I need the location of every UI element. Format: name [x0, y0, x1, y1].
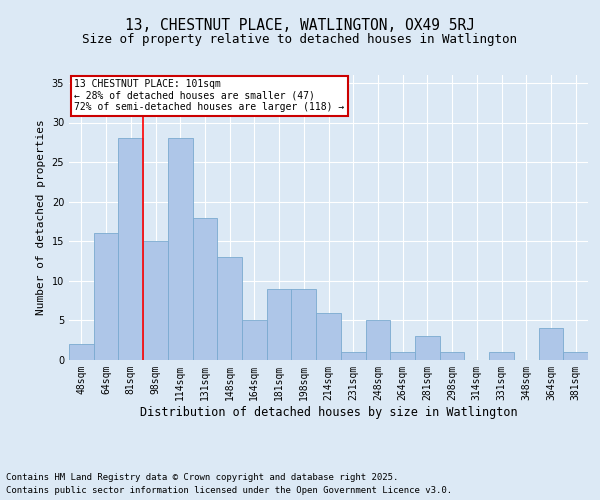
Text: Contains public sector information licensed under the Open Government Licence v3: Contains public sector information licen… [6, 486, 452, 495]
Y-axis label: Number of detached properties: Number of detached properties [36, 120, 46, 316]
X-axis label: Distribution of detached houses by size in Watlington: Distribution of detached houses by size … [140, 406, 517, 418]
Bar [168, 138, 193, 360]
Bar [539, 328, 563, 360]
Text: 13, CHESTNUT PLACE, WATLINGTON, OX49 5RJ: 13, CHESTNUT PLACE, WATLINGTON, OX49 5RJ [125, 18, 475, 32]
Bar [143, 242, 168, 360]
Bar [69, 344, 94, 360]
Bar [316, 312, 341, 360]
Bar [118, 138, 143, 360]
Bar [390, 352, 415, 360]
Bar [341, 352, 365, 360]
Bar [242, 320, 267, 360]
Bar [267, 289, 292, 360]
Bar [365, 320, 390, 360]
Bar [94, 234, 118, 360]
Bar [440, 352, 464, 360]
Bar [563, 352, 588, 360]
Bar [217, 257, 242, 360]
Bar [193, 218, 217, 360]
Text: Contains HM Land Registry data © Crown copyright and database right 2025.: Contains HM Land Registry data © Crown c… [6, 472, 398, 482]
Bar [292, 289, 316, 360]
Text: 13 CHESTNUT PLACE: 101sqm
← 28% of detached houses are smaller (47)
72% of semi-: 13 CHESTNUT PLACE: 101sqm ← 28% of detac… [74, 80, 344, 112]
Bar [489, 352, 514, 360]
Bar [415, 336, 440, 360]
Text: Size of property relative to detached houses in Watlington: Size of property relative to detached ho… [83, 32, 517, 46]
